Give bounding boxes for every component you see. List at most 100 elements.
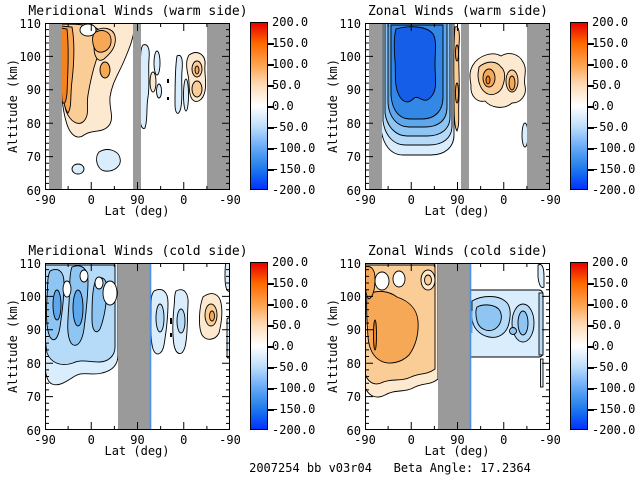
colorbar-tick [587, 388, 594, 390]
panel-title: Zonal Winds (warm side) [367, 4, 548, 19]
y-tick-label: 70 [26, 150, 41, 165]
colorbar-tick-label: 50.0 [272, 78, 301, 92]
x-tick-label: -90 [354, 433, 376, 447]
colorbar-tick-label: -50.0 [592, 120, 629, 134]
colorbar-tick-label: 200.0 [592, 15, 629, 29]
colorbar-tick-label: 100.0 [272, 297, 309, 311]
colorbar-tick [587, 148, 594, 150]
colorbar-tick-label: -200.0 [272, 183, 316, 197]
colorbar-tick-label: 50.0 [592, 318, 621, 332]
footer-annotation: 2007254 bb v03r04 Beta Angle: 17.2364 [249, 461, 531, 475]
y-tick-label: 100 [339, 49, 361, 64]
axis-ticks [365, 263, 550, 430]
colorbar-tick-label: 100.0 [592, 297, 629, 311]
negative-wind-contours [469, 264, 545, 388]
colorbar-tick-label: -100.0 [592, 381, 636, 395]
colorbar-tick-label: 100.0 [592, 57, 629, 71]
colorbar-tick-label: -150.0 [272, 402, 316, 416]
panel-title: Meridional Winds (warm side) [28, 4, 248, 19]
colorbar-tick-label: -150.0 [272, 162, 316, 176]
colorbar-tick [267, 346, 274, 348]
x-tick-label: 0 [87, 193, 95, 207]
y-tick-label: 100 [19, 289, 41, 304]
panel-title: Zonal Winds (cold side) [367, 244, 548, 259]
y-tick-label: 80 [26, 356, 41, 371]
colorbar-tick-label: 200.0 [592, 255, 629, 269]
negative-wind-contours [380, 23, 529, 156]
colorbar-tick-label: 150.0 [272, 36, 309, 50]
x-tick-label: -90 [354, 193, 376, 207]
colorbar-tick-label: 200.0 [272, 255, 309, 269]
colorbar-tick-label: 150.0 [592, 36, 629, 50]
colorbar-tick [587, 325, 594, 327]
negative-wind-contours [45, 263, 230, 386]
y-tick-label: 60 [26, 423, 41, 438]
colorbar-tick [587, 409, 594, 411]
y-tick-label: 90 [346, 323, 361, 338]
x-tick-label: 0 [180, 193, 188, 207]
colorbar-gradient [250, 262, 268, 430]
x-tick-label: 0 [407, 433, 415, 447]
colorbar-tick-label: 0.0 [592, 99, 614, 113]
colorbar-tick-label: 0.0 [592, 339, 614, 353]
negative-wind-contours [71, 44, 189, 175]
colorbar-tick [587, 346, 594, 348]
panel-meridional-warm: Meridional Winds (warm side) Altitude (k… [0, 0, 320, 240]
colorbar-tick [267, 148, 274, 150]
colorbar-tick [267, 409, 274, 411]
colorbar-tick-label: 150.0 [272, 276, 309, 290]
colorbar-tick [267, 64, 274, 66]
x-tick-label: 90 [130, 193, 145, 207]
positive-wind-contours [453, 26, 526, 132]
colorbar-tick-label: 0.0 [272, 339, 294, 353]
y-tick-label: 90 [346, 83, 361, 98]
x-axis-label: Lat (deg) [424, 444, 490, 458]
x-tick-label: 90 [450, 193, 465, 207]
positive-wind-contours [199, 293, 223, 340]
data-gap-bands [118, 263, 150, 430]
colorbar-tick [587, 304, 594, 306]
data-gap-bands [438, 263, 470, 430]
y-tick-label: 110 [19, 16, 41, 31]
colorbar-tick [267, 388, 274, 390]
colorbar-tick [267, 304, 274, 306]
y-tick-label: 60 [346, 423, 361, 438]
y-tick-label: 70 [346, 150, 361, 165]
colorbar-tick [587, 127, 594, 129]
x-tick-label: -90 [539, 433, 561, 447]
colorbar-tick-label: -100.0 [272, 381, 316, 395]
x-tick-label: 0 [180, 433, 188, 447]
colorbar-tick [587, 43, 594, 45]
colorbar-tick-label: 150.0 [592, 276, 629, 290]
colorbar-tick-label: 200.0 [272, 15, 309, 29]
colorbar-tick-label: -50.0 [592, 360, 629, 374]
data-gap-bands [49, 23, 230, 190]
y-tick-label: 70 [346, 390, 361, 405]
data-gap-bands [369, 23, 550, 190]
panel-zonal-warm: Zonal Winds (warm side) Altitude (km) La… [320, 0, 640, 240]
positive-wind-contours [365, 263, 439, 398]
x-tick-label: 0 [500, 193, 508, 207]
x-tick-label: -90 [539, 193, 561, 207]
y-tick-label: 90 [26, 323, 41, 338]
colorbar-tick [587, 106, 594, 108]
y-tick-label: 80 [346, 356, 361, 371]
colorbar-tick [267, 43, 274, 45]
colorbar-tick [267, 169, 274, 171]
x-axis-label: Lat (deg) [424, 204, 490, 218]
colorbar-tick [267, 325, 274, 327]
y-tick-label: 100 [19, 49, 41, 64]
y-tick-label: 90 [26, 83, 41, 98]
y-tick-label: 80 [26, 116, 41, 131]
positive-wind-contours [60, 23, 207, 138]
colorbar-tick [587, 85, 594, 87]
contour-plot [365, 23, 550, 190]
x-tick-label: 90 [130, 433, 145, 447]
colorbar-tick-label: -100.0 [272, 141, 316, 155]
colorbar-tick [587, 64, 594, 66]
y-tick-label: 70 [26, 390, 41, 405]
colorbar-tick-label: -200.0 [592, 423, 636, 437]
colorbar-tick [587, 367, 594, 369]
y-tick-label: 110 [339, 256, 361, 271]
